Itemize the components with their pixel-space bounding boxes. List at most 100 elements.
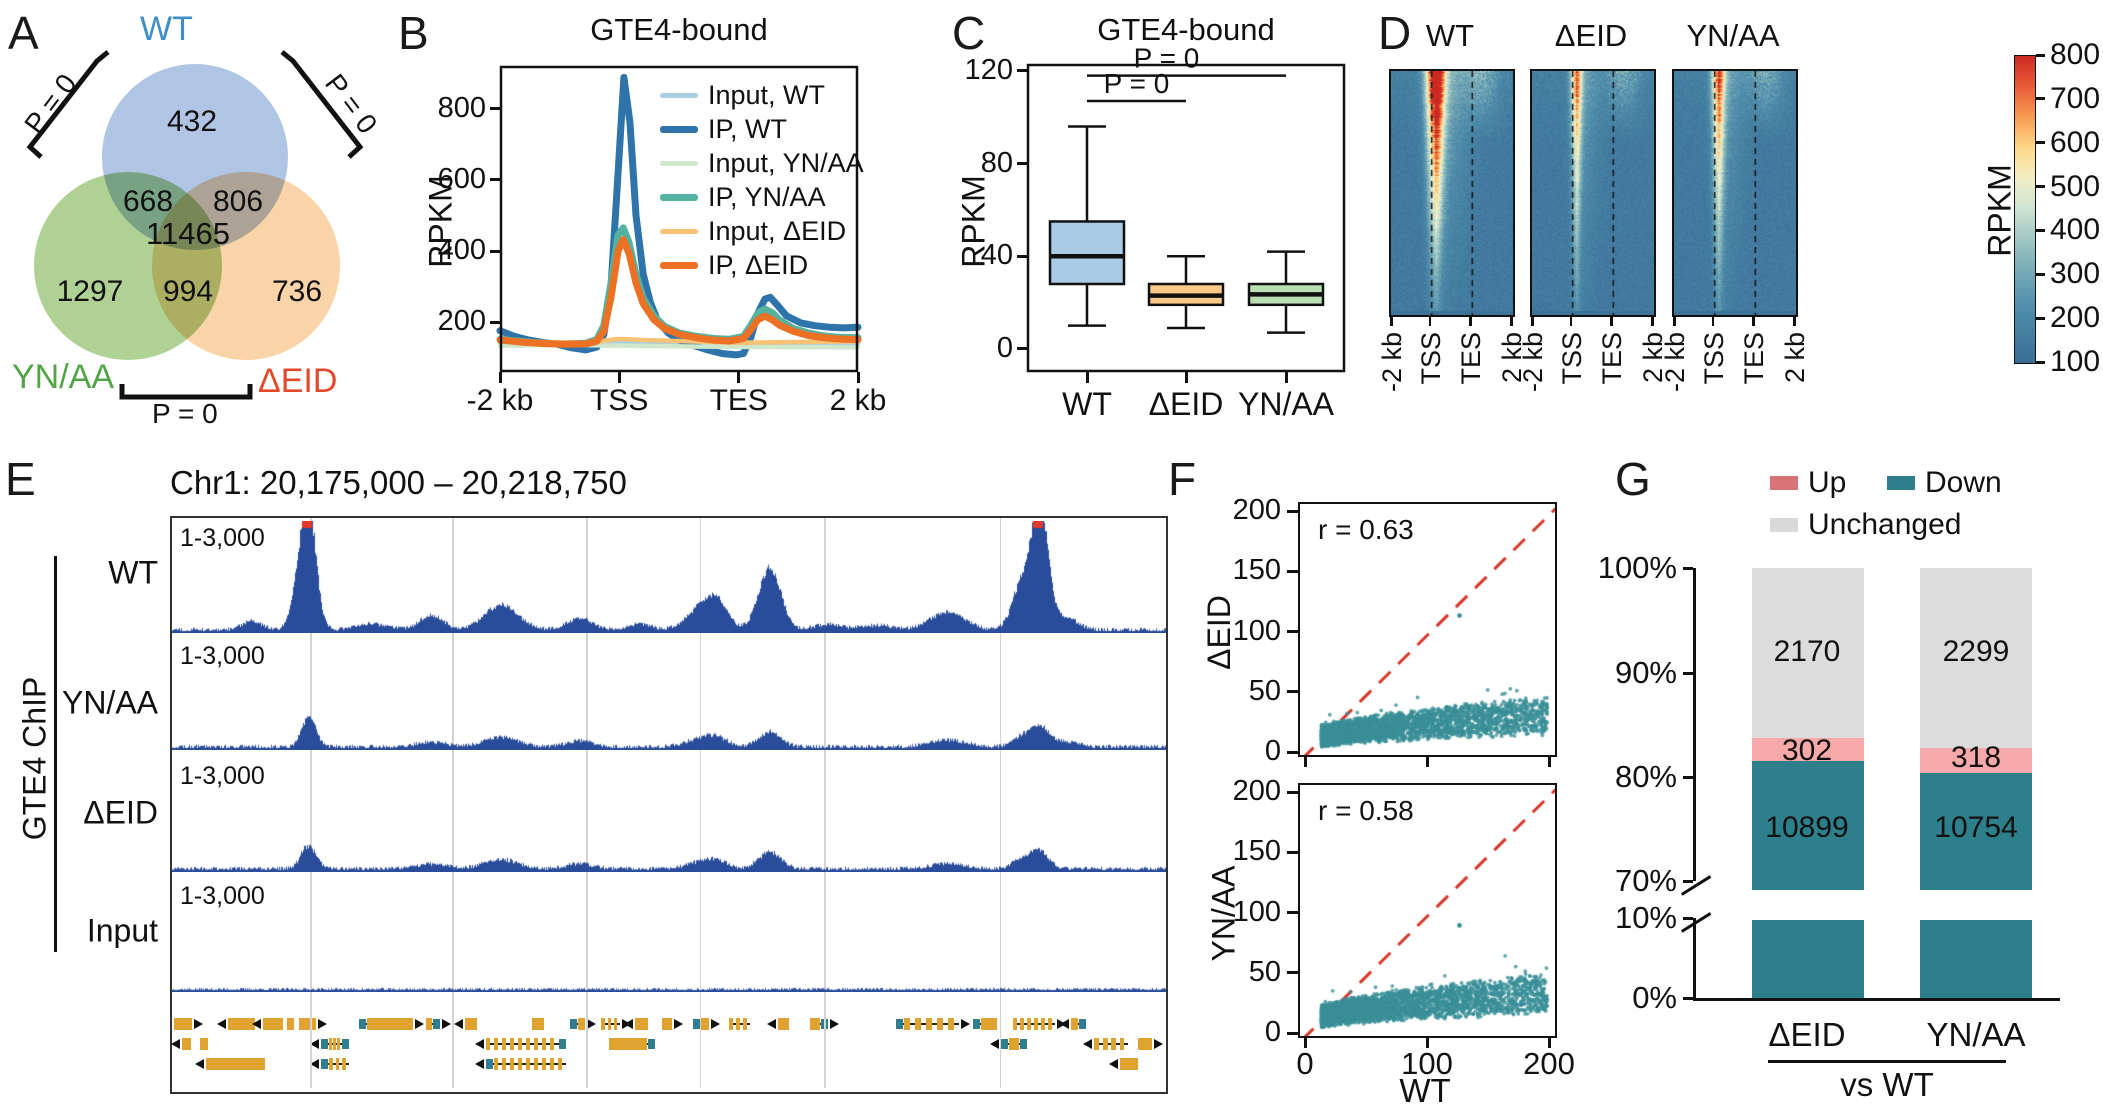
bar-down-lower-ΔEID [1752, 920, 1864, 998]
xtick-label-c: ΔEID [1148, 386, 1224, 422]
gene-arrow-l [194, 1059, 204, 1069]
gene-arrow-r [830, 1019, 840, 1029]
gene-exon [925, 1018, 932, 1030]
gene-line [321, 1063, 349, 1065]
ytick-label-f: 100 [1232, 614, 1281, 647]
gene-arrow-r [673, 1019, 683, 1029]
ytick-label-c: 40 [980, 239, 1013, 272]
plot-border [499, 65, 859, 373]
scatter-plot-ynaa-vs-wt [1298, 783, 1557, 1038]
xtick-label-b: TSS [590, 384, 649, 417]
gene-utr [486, 1059, 494, 1069]
bar-category-deid: ΔEID [1768, 1016, 1846, 1053]
gene-exon [743, 1018, 748, 1030]
ytick-label-f: 200 [1232, 494, 1281, 527]
gene-exon [1047, 1018, 1052, 1030]
gene-exon [607, 1018, 612, 1030]
track-label-wt: WT [108, 554, 158, 591]
xtick-mark-d [1428, 317, 1432, 326]
g-ytick-label: 80% [1614, 759, 1677, 794]
gene-exon [1019, 1018, 1024, 1030]
legend-up-swatch [1770, 476, 1798, 490]
heatmap-ynaa [1672, 69, 1798, 317]
colorbar-tick-label: 300 [2050, 257, 2101, 291]
gene-utr [1079, 1019, 1087, 1029]
colorbar-tick-label: 500 [2050, 169, 2101, 203]
panel-letter-d: D [1378, 7, 1412, 59]
g-axis-break-slash [1680, 875, 1712, 896]
gene-exon [531, 1018, 544, 1030]
ytick-mark-f [1287, 850, 1298, 854]
gene-utr [433, 1019, 441, 1029]
legend-unchanged-label: Unchanged [1808, 508, 1962, 541]
colorbar-tick-mark [2036, 272, 2045, 276]
gene-arrow-l [475, 1059, 485, 1069]
xtick-label-d: TES [1597, 332, 1628, 385]
gene-exon [494, 1038, 499, 1050]
gene-exon [1102, 1038, 1108, 1050]
ytick-mark-f [1287, 790, 1298, 794]
gene-model [609, 1038, 656, 1050]
metaprofile-plot [496, 65, 862, 373]
colorbar-tick-label: 800 [2050, 38, 2101, 71]
legend-row-Input, ΔEID: Input, ΔEID [660, 216, 864, 247]
g-ytick-label: 70% [1614, 863, 1677, 898]
venn-count-center: 11465 [146, 216, 230, 251]
gene-exon [549, 1058, 555, 1070]
gene-exon [635, 1018, 649, 1030]
legend-down-label: Down [1925, 466, 2002, 499]
gene-exon [1008, 1038, 1019, 1050]
xtick-label-f: 200 [1523, 1046, 1575, 1081]
ytick-label-c: 80 [980, 146, 1013, 179]
gene-model [358, 1018, 424, 1030]
xtick-label-d: -2 kb [1377, 332, 1407, 393]
metaprofile-legend: Input, WT IP, WT Input, YN/AA IP, YN/AA Inpu… [660, 80, 864, 281]
gene-exon [914, 1018, 921, 1030]
gene-arrow-r [318, 1019, 328, 1029]
xtick-label-b: 2 kb [829, 384, 887, 417]
gene-model [624, 1018, 649, 1030]
heatmap-title-ynaa: YN/AA [1686, 18, 1780, 53]
sig-label: P = 0 [1104, 68, 1170, 99]
gene-exon [263, 1018, 284, 1030]
ytick-mark-b [490, 178, 500, 182]
colorbar-tick-mark [2036, 228, 2045, 232]
gene-exon [1033, 1018, 1038, 1030]
gene-utr [692, 1019, 700, 1029]
gene-arrow-l [454, 1019, 464, 1029]
gene-arrow-r [193, 1019, 203, 1029]
xtick-mark-d [1569, 317, 1573, 326]
colorbar [2014, 55, 2036, 364]
ytick-label-f: 0 [1264, 1016, 1281, 1048]
heatmap-title-deid: ΔEID [1554, 18, 1628, 53]
gene-exon [662, 1018, 672, 1030]
xtick-mark-d [1510, 317, 1513, 326]
xtick-mark-c [1284, 372, 1288, 383]
colorbar-label: RPKM [1981, 164, 2018, 257]
ytick-label-f: 150 [1232, 835, 1281, 868]
gene-utr [1019, 1039, 1027, 1049]
gene-exon [700, 1018, 709, 1030]
xtick-mark-b [737, 372, 741, 383]
gene-exon [981, 1018, 997, 1030]
legend-up: Up [1770, 466, 1846, 500]
heatmap-title-wt: WT [1425, 18, 1475, 53]
xtick-label-f: 0 [1296, 1046, 1314, 1081]
gene-arrow-l [252, 1019, 262, 1029]
gene-exon [1026, 1018, 1031, 1030]
xtick-mark-f [1425, 756, 1429, 767]
panel-letter-e: E [5, 453, 36, 505]
ytick-mark-c [1017, 254, 1027, 258]
gene-exon [205, 1058, 266, 1070]
gene-exon [525, 1038, 531, 1050]
legend-unchanged-swatch [1770, 518, 1798, 532]
gene-model [287, 1018, 295, 1030]
gene-exon [533, 1038, 539, 1050]
gene-exon [903, 1018, 910, 1030]
ytick-label-c: 120 [964, 53, 1013, 86]
legend-down: Down [1887, 466, 2002, 500]
ytick-mark-b [490, 107, 500, 111]
ytick-mark-f [1287, 509, 1298, 513]
gene-utr [648, 1039, 656, 1049]
gene-exon [728, 1018, 733, 1030]
